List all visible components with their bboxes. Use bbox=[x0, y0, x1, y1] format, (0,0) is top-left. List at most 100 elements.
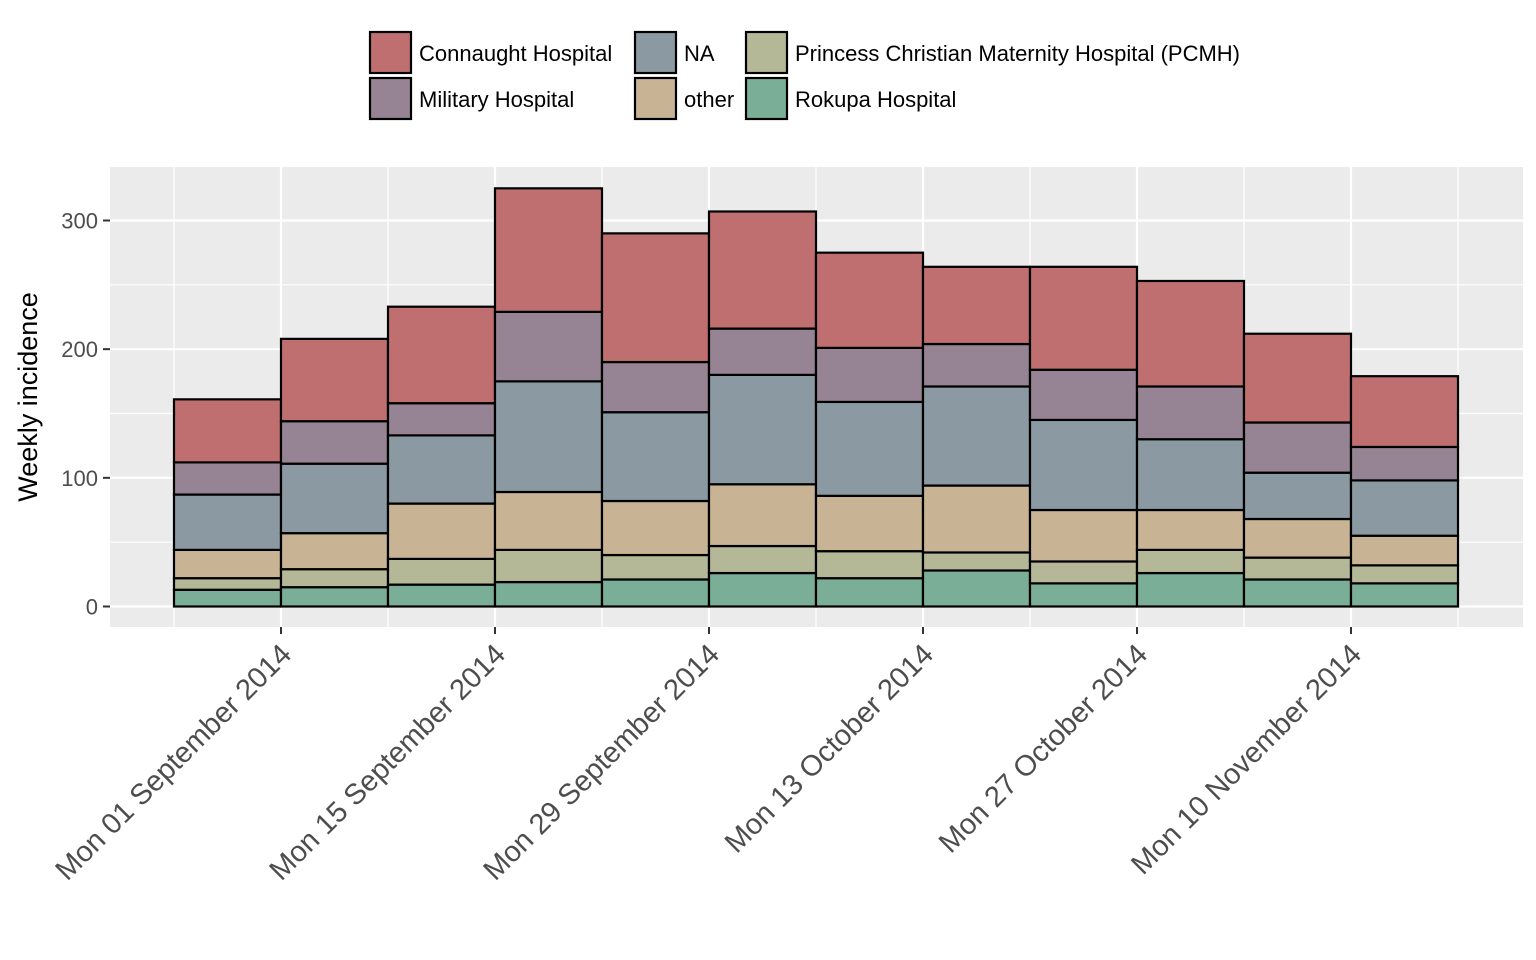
bar-segment-other bbox=[279, 532, 390, 571]
bar-segment-na bbox=[1135, 438, 1246, 512]
bar-segment-military-hospital bbox=[172, 461, 283, 496]
bar-segment-princess-christian-maternity-hospital-pcmh bbox=[172, 577, 283, 591]
legend-label-na: NA bbox=[684, 41, 715, 66]
bar-segment-rokupa-hospital bbox=[814, 577, 925, 608]
bar-segment-connaught-hospital bbox=[600, 232, 711, 364]
bar-segment-rokupa-hospital bbox=[386, 583, 497, 608]
y-axis-title: Weekly incidence bbox=[13, 292, 43, 502]
bar-segment-princess-christian-maternity-hospital-pcmh bbox=[279, 568, 390, 589]
bar-segment-princess-christian-maternity-hospital-pcmh bbox=[921, 551, 1032, 572]
x-tick-label: Mon 01 September 2014 bbox=[50, 638, 298, 886]
x-tick-label: Mon 13 October 2014 bbox=[719, 638, 940, 859]
bar-segment-other bbox=[493, 490, 604, 551]
bar-segment-other bbox=[707, 483, 818, 548]
legend-label-other: other bbox=[684, 87, 734, 112]
legend-key-princess-christian-maternity-hospital-pcmh bbox=[744, 30, 789, 75]
bar-segment-other bbox=[386, 502, 497, 560]
bar-segment-rokupa-hospital bbox=[493, 580, 604, 608]
bar-segment-na bbox=[707, 373, 818, 486]
bar-segment-na bbox=[1028, 418, 1139, 512]
bar-segment-rokupa-hospital bbox=[279, 586, 390, 608]
bar-segment-princess-christian-maternity-hospital-pcmh bbox=[1135, 548, 1246, 575]
bar-segment-military-hospital bbox=[707, 327, 818, 376]
bar-segment-military-hospital bbox=[279, 420, 390, 465]
bar-segment-rokupa-hospital bbox=[707, 571, 818, 608]
bar-segment-connaught-hospital bbox=[1349, 375, 1460, 449]
y-tick-label: 300 bbox=[61, 209, 98, 234]
y-tick-label: 200 bbox=[61, 337, 98, 362]
legend-label-rokupa-hospital: Rokupa Hospital bbox=[795, 87, 956, 112]
legend: Connaught Hospital Military Hospital NA oth… bbox=[368, 30, 1240, 121]
bar-segment-other bbox=[172, 548, 283, 580]
bar-segment-connaught-hospital bbox=[172, 398, 283, 464]
legend-key-rokupa-hospital bbox=[744, 76, 789, 121]
bar-segment-military-hospital bbox=[1135, 385, 1246, 441]
bar-segment-connaught-hospital bbox=[814, 251, 925, 349]
bar-segment-rokupa-hospital bbox=[600, 578, 711, 608]
bar-segment-military-hospital bbox=[493, 310, 604, 383]
x-tick-label: Mon 27 October 2014 bbox=[933, 638, 1154, 859]
x-tick-label: Mon 15 September 2014 bbox=[264, 638, 512, 886]
bar-segment-rokupa-hospital bbox=[1028, 582, 1139, 608]
bar-segment-military-hospital bbox=[814, 346, 925, 404]
bar-segment-princess-christian-maternity-hospital-pcmh bbox=[493, 548, 604, 584]
bar-segment-na bbox=[172, 493, 283, 551]
bar-segment-other bbox=[921, 484, 1032, 554]
legend-label-connaught-hospital: Connaught Hospital bbox=[419, 41, 612, 66]
bar-segment-rokupa-hospital bbox=[1349, 582, 1460, 608]
bar-segment-connaught-hospital bbox=[386, 305, 497, 405]
bar-segment-rokupa-hospital bbox=[921, 569, 1032, 608]
bar-segment-other bbox=[814, 494, 925, 553]
bar-segment-princess-christian-maternity-hospital-pcmh bbox=[386, 557, 497, 586]
bar-segment-rokupa-hospital bbox=[1135, 571, 1246, 608]
y-axis: 0 100 200 300 bbox=[61, 209, 110, 620]
bar-segment-princess-christian-maternity-hospital-pcmh bbox=[1242, 556, 1353, 581]
legend-label-princess-christian-maternity-hospital-pcmh: Princess Christian Maternity Hospital (P… bbox=[795, 41, 1240, 66]
bar-segment-connaught-hospital bbox=[493, 187, 604, 313]
bar-segment-connaught-hospital bbox=[921, 265, 1032, 346]
bar-segment-na bbox=[1349, 479, 1460, 537]
bar-segment-other bbox=[1242, 517, 1353, 559]
x-tick-label: Mon 29 September 2014 bbox=[478, 638, 726, 886]
bar-segment-military-hospital bbox=[1242, 421, 1353, 474]
bars bbox=[172, 187, 1460, 608]
bar-segment-na bbox=[493, 380, 604, 494]
bar-segment-connaught-hospital bbox=[279, 337, 390, 423]
bar-segment-connaught-hospital bbox=[1242, 332, 1353, 424]
bar-segment-na bbox=[921, 385, 1032, 487]
bar-segment-military-hospital bbox=[600, 360, 711, 414]
bar-segment-rokupa-hospital bbox=[172, 588, 283, 608]
legend-key-na bbox=[633, 30, 678, 75]
legend-key-other bbox=[633, 76, 678, 121]
bar-segment-rokupa-hospital bbox=[1242, 578, 1353, 608]
bar-segment-connaught-hospital bbox=[707, 210, 818, 330]
bar-segment-other bbox=[1028, 508, 1139, 563]
y-tick-label: 0 bbox=[86, 595, 98, 620]
bar-segment-connaught-hospital bbox=[1028, 265, 1139, 371]
legend-key-military-hospital bbox=[368, 76, 413, 121]
bar-segment-connaught-hospital bbox=[1135, 279, 1246, 388]
bar-segment-military-hospital bbox=[386, 402, 497, 437]
bar-segment-na bbox=[386, 434, 497, 505]
bar-segment-other bbox=[1349, 534, 1460, 567]
bar-segment-na bbox=[814, 400, 925, 497]
bar-segment-princess-christian-maternity-hospital-pcmh bbox=[1028, 560, 1139, 585]
bar-segment-princess-christian-maternity-hospital-pcmh bbox=[600, 553, 711, 581]
bar-segment-military-hospital bbox=[921, 342, 1032, 388]
bar-segment-princess-christian-maternity-hospital-pcmh bbox=[814, 550, 925, 580]
x-tick-label: Mon 10 November 2014 bbox=[1125, 638, 1368, 881]
bar-segment-na bbox=[279, 462, 390, 535]
bar-segment-na bbox=[1242, 471, 1353, 521]
legend-key-connaught-hospital bbox=[368, 30, 413, 75]
bar-segment-princess-christian-maternity-hospital-pcmh bbox=[1349, 564, 1460, 585]
bar-segment-military-hospital bbox=[1349, 445, 1460, 482]
bar-segment-na bbox=[600, 411, 711, 503]
bar-segment-military-hospital bbox=[1028, 368, 1139, 422]
legend-label-military-hospital: Military Hospital bbox=[419, 87, 574, 112]
bar-segment-other bbox=[1135, 508, 1246, 551]
bar-segment-princess-christian-maternity-hospital-pcmh bbox=[707, 544, 818, 575]
bar-segment-other bbox=[600, 499, 711, 557]
y-tick-label: 100 bbox=[61, 466, 98, 491]
